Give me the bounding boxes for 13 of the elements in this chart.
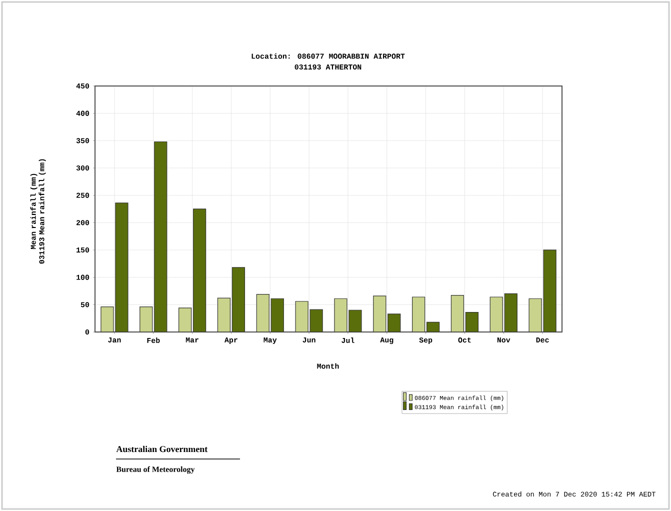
bar [256, 294, 270, 332]
bar [450, 295, 464, 332]
bar [217, 298, 231, 332]
bar [334, 298, 348, 332]
bar [178, 308, 192, 332]
bar [412, 296, 426, 332]
bar [100, 306, 114, 332]
bar [373, 296, 386, 332]
text: Australian Government [116, 446, 208, 452]
bar [490, 296, 503, 332]
bar [295, 301, 308, 332]
bar [528, 298, 542, 332]
bar [140, 306, 153, 332]
